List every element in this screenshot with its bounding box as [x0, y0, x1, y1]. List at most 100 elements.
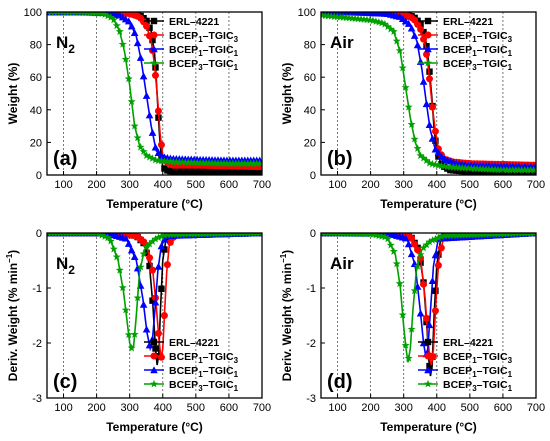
x-tick-label: 200	[87, 402, 105, 414]
atmosphere-label: N2	[56, 254, 75, 277]
y-tick-label: -2	[32, 338, 42, 350]
data-point	[216, 159, 225, 167]
data-point	[139, 72, 148, 80]
data-point	[103, 12, 112, 20]
data-point	[434, 233, 443, 242]
chart-panel-c: 100 200 300 400 500 600 700 0 -1 -2 -3 Temperature …	[5, 228, 271, 434]
legend-marker	[424, 31, 432, 39]
x-tick-label: 400	[154, 179, 172, 191]
data-point	[196, 158, 205, 167]
legend-marker	[424, 338, 432, 346]
data-point	[139, 249, 148, 258]
data-point	[151, 71, 159, 79]
data-point	[136, 262, 145, 271]
data-point	[143, 22, 151, 30]
legend: ERL–4221 BCEP1–TGIC3BCEP1–TGIC1BCEP3–TGIC…	[418, 337, 513, 393]
y-tick-label: 20	[304, 137, 316, 149]
y-tick-label: 0	[36, 228, 42, 240]
data-point	[419, 77, 428, 85]
data-point	[499, 165, 508, 174]
data-point	[231, 159, 240, 167]
y-axis-label: Weight (%)	[280, 63, 294, 125]
data-point	[321, 12, 330, 20]
data-point	[240, 159, 249, 167]
data-point	[142, 91, 151, 99]
data-point	[205, 158, 214, 167]
legend-entry: BCEP1–TGIC1	[144, 44, 239, 58]
series-bcep1-tgic1	[321, 233, 536, 358]
x-tick-label: 400	[428, 402, 446, 414]
y-tick-label: 100	[24, 7, 42, 19]
x-tick-label: 500	[461, 179, 479, 191]
data-point	[428, 277, 437, 285]
data-point	[146, 262, 153, 270]
legend-label: BCEP1–TGIC3	[169, 30, 239, 44]
chart-panel-b: 100 200 300 400 500 600 700 0 20 40 60 80 100 Tempera…	[280, 7, 545, 211]
data-point	[380, 233, 389, 241]
data-point	[142, 151, 151, 159]
series-bcep3-tgic1	[321, 12, 536, 174]
data-point	[139, 300, 148, 308]
x-tick-label: 300	[121, 402, 139, 414]
data-point	[249, 159, 258, 167]
data-point	[517, 165, 526, 174]
data-point	[420, 280, 428, 288]
data-point	[413, 41, 422, 49]
x-axis-label: Temperature (°C)	[380, 197, 477, 211]
series-line	[321, 233, 536, 357]
x-tick-label: 100	[54, 402, 72, 414]
plot-frame	[46, 11, 263, 176]
panel-label: (b)	[327, 148, 353, 170]
data-point	[237, 159, 246, 167]
data-point	[407, 24, 416, 32]
x-tick-label: 400	[428, 179, 446, 191]
data-point	[151, 143, 160, 151]
data-point	[255, 159, 262, 167]
x-tick-label: 100	[328, 179, 346, 191]
data-point	[157, 141, 165, 149]
legend-label: ERL–4221	[443, 337, 493, 349]
data-point	[142, 243, 151, 251]
legend-entry: BCEP1–TGIC1	[144, 365, 239, 379]
data-point	[398, 310, 407, 319]
data-point	[431, 127, 439, 135]
data-point	[160, 312, 168, 319]
data-point	[425, 158, 434, 167]
x-axis-label: Temperature (°C)	[106, 197, 203, 211]
data-point	[414, 246, 422, 254]
data-point	[422, 156, 431, 164]
data-point	[145, 111, 154, 119]
data-point	[404, 240, 413, 248]
data-point	[416, 57, 425, 65]
legend-marker	[424, 45, 432, 53]
data-point	[526, 165, 535, 174]
legend-entry: BCEP3–TGIC1	[418, 379, 513, 393]
data-point	[530, 170, 536, 175]
data-point	[136, 53, 145, 61]
data-point	[511, 165, 520, 174]
legend-marker	[424, 58, 432, 67]
legend-marker	[424, 352, 432, 360]
data-point	[149, 266, 157, 274]
legend-label: ERL–4221	[443, 16, 493, 28]
legend-label: BCEP1–TGIC1	[443, 44, 513, 58]
data-point	[121, 305, 130, 314]
data-point	[380, 20, 389, 28]
legend-marker	[150, 379, 158, 388]
data-point	[136, 142, 145, 151]
data-point	[425, 75, 433, 83]
y-tick-label: 80	[304, 40, 316, 52]
data-point	[158, 285, 165, 292]
data-point	[377, 18, 386, 27]
x-tick-label: 200	[87, 179, 105, 191]
data-point	[404, 102, 413, 111]
data-point	[152, 345, 159, 352]
data-point	[246, 159, 255, 167]
data-point	[395, 279, 404, 287]
data-point	[157, 242, 166, 250]
data-point	[413, 282, 422, 290]
data-point	[529, 165, 536, 174]
data-point	[404, 19, 413, 27]
legend: ERL–4221 BCEP1–TGIC3BCEP1–TGIC1BCEP3–TGIC…	[144, 337, 239, 393]
